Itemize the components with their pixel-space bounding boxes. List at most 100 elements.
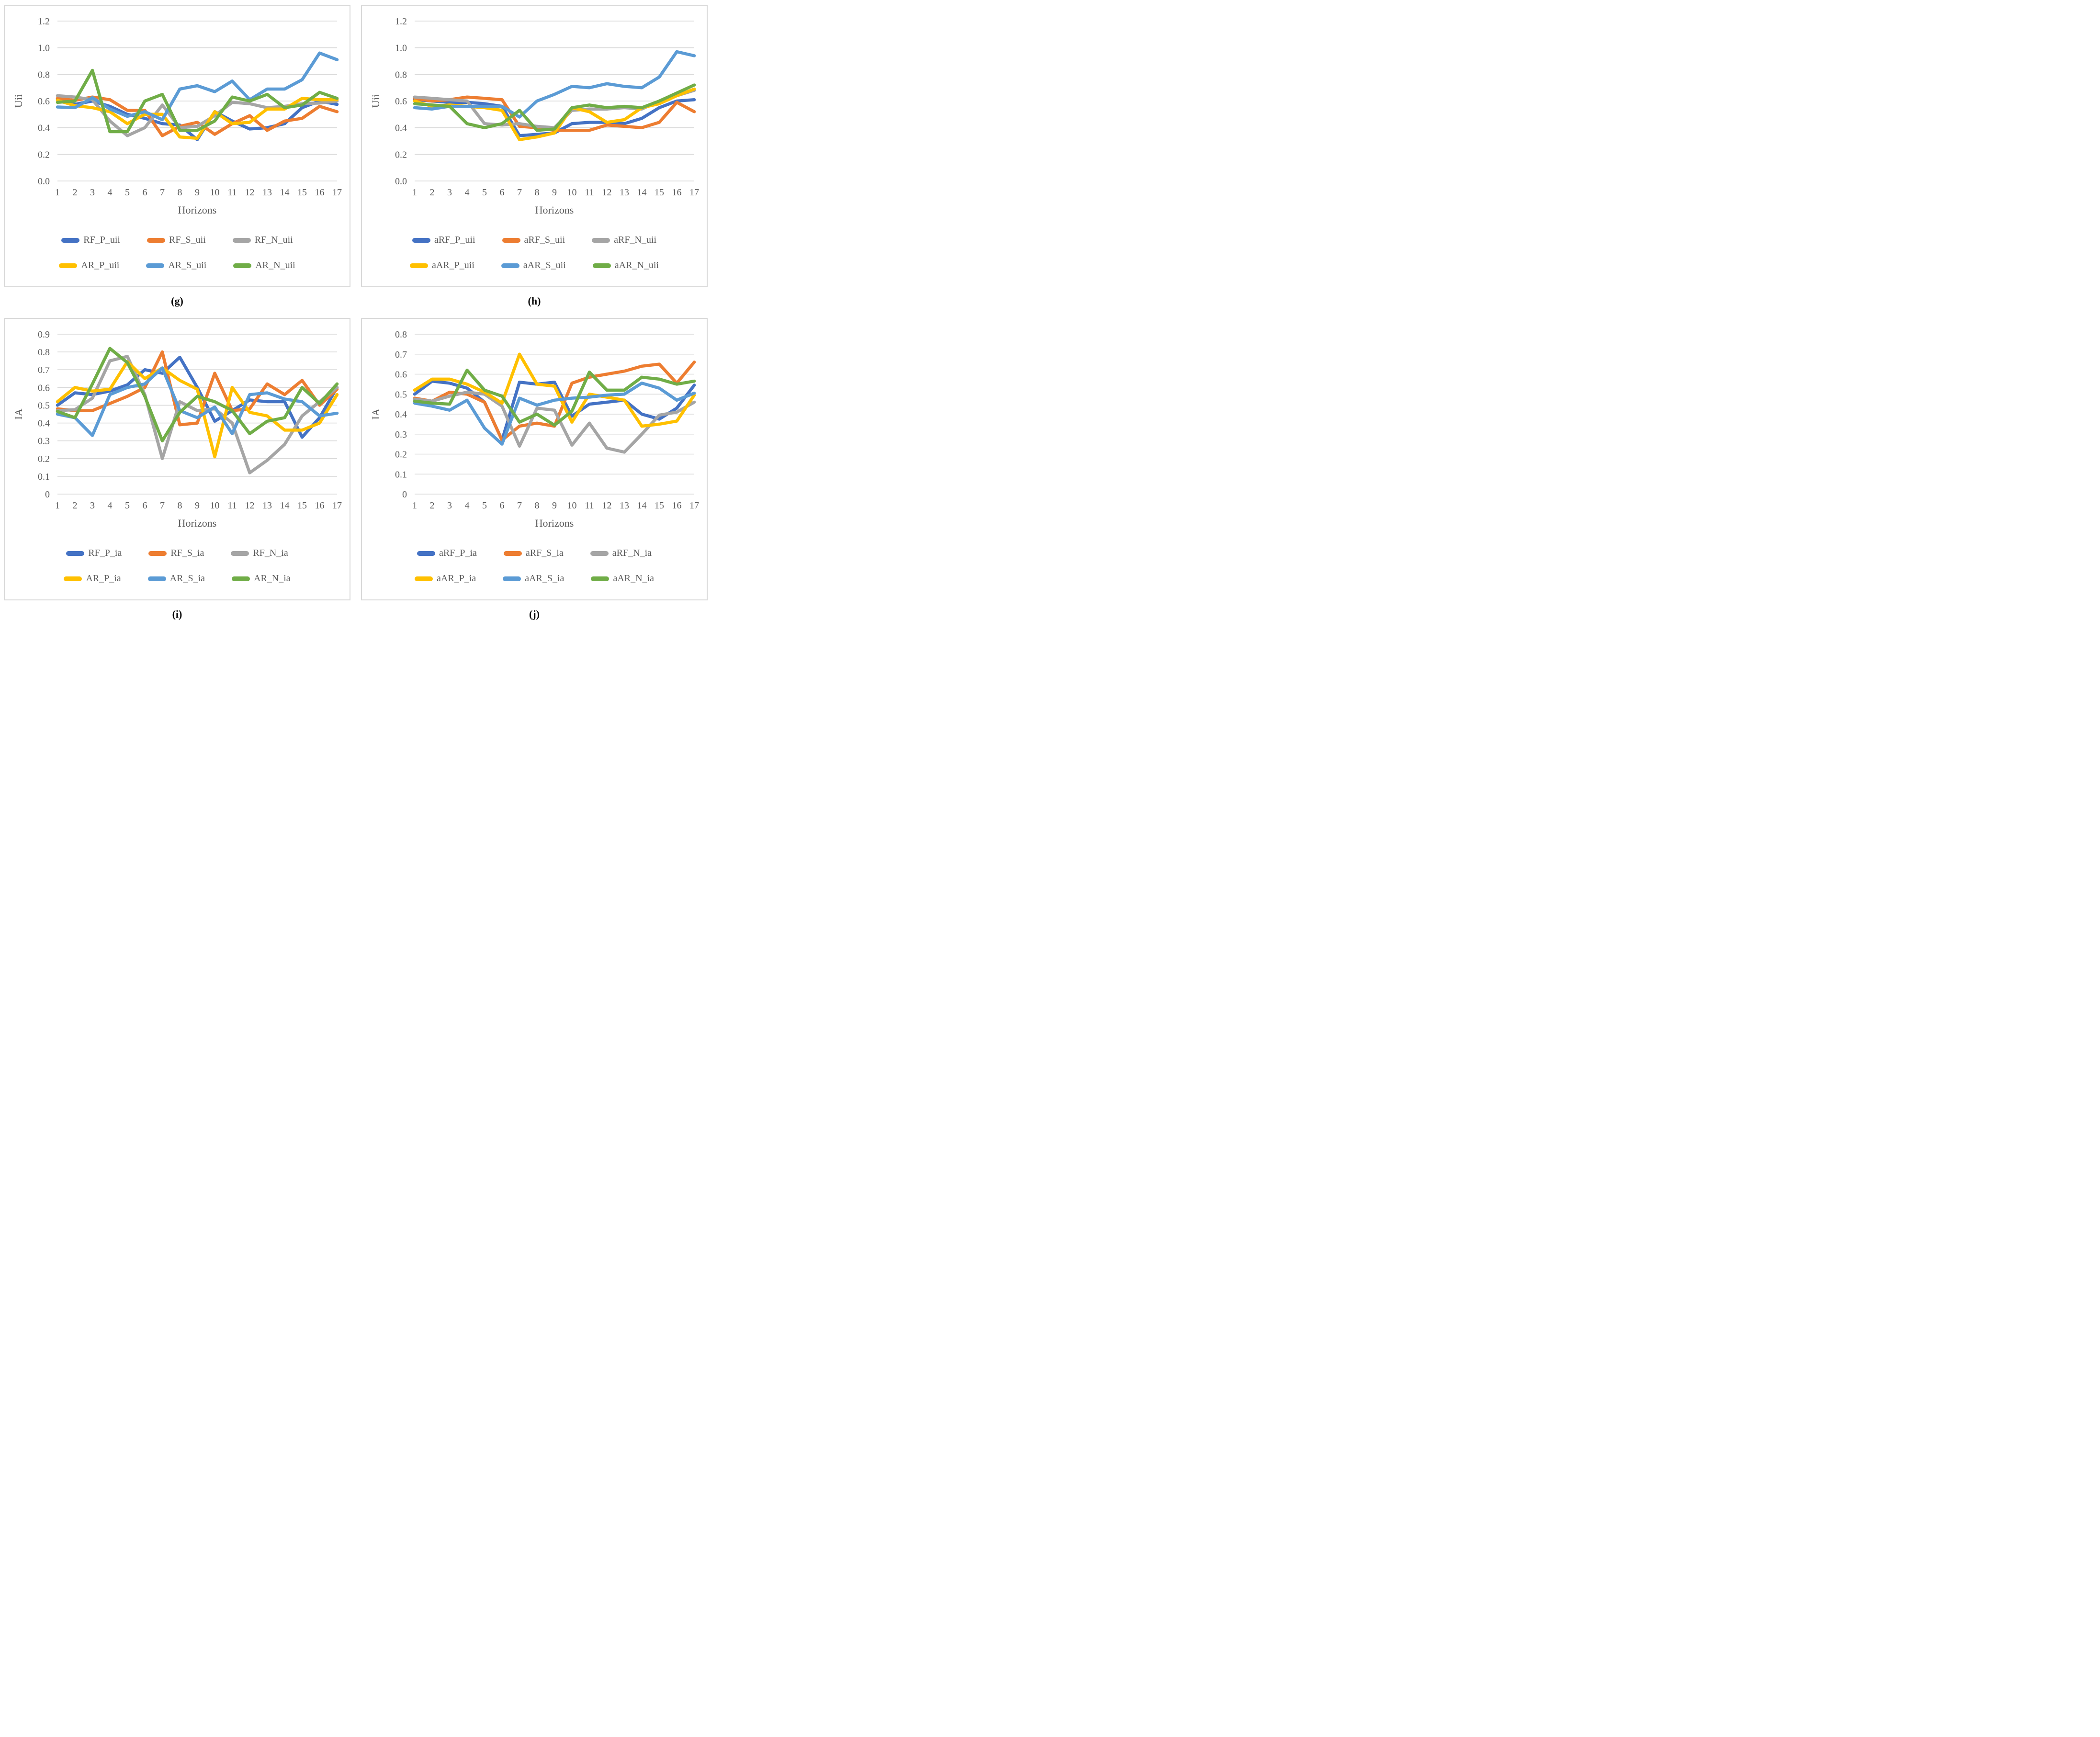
legend-swatch-icon: [148, 551, 167, 556]
legend-swatch-icon: [503, 576, 521, 581]
legend-label: aRF_N_ia: [612, 548, 652, 558]
legend-swatch-icon: [592, 237, 610, 243]
legend-swatch-icon: [503, 551, 522, 556]
legend-swatch-icon: [147, 237, 165, 243]
legend-item-RF_S_uii: RF_S_uii: [147, 235, 206, 246]
y-tick-label: 0.0: [395, 176, 407, 187]
x-tick-label: 10: [567, 187, 577, 198]
x-tick-label: 11: [585, 187, 594, 198]
y-tick-label: 0.1: [38, 472, 50, 482]
legend-row: aAR_P_uii aAR_S_uii aAR_N_uii: [409, 260, 659, 271]
x-tick-label: 4: [108, 187, 113, 198]
y-tick-label: 0.4: [38, 418, 50, 429]
legend-label: AR_N_ia: [254, 573, 291, 584]
x-tick-label: 10: [210, 500, 220, 511]
y-tick-label: 0.9: [38, 329, 50, 340]
y-tick-label: 0.2: [395, 450, 407, 460]
y-tick-label: 0.7: [38, 365, 50, 375]
legend-label: aRF_P_uii: [434, 235, 475, 245]
x-tick-label: 17: [689, 500, 699, 511]
x-tick-label: 7: [517, 187, 522, 198]
legend-h: aRF_P_uii aRF_S_uii aRF_N_uii aAR_P_uii aAR_…: [365, 235, 704, 271]
legend-j: aRF_P_ia aRF_S_ia aRF_N_ia aAR_P_ia aAR_S_ia…: [365, 548, 704, 584]
series-line-AR_S_ia: [56, 366, 339, 437]
legend-item-aRF_N_ia: aRF_N_ia: [590, 548, 652, 559]
y-tick-label: 0.6: [395, 96, 407, 107]
x-tick-label: 4: [465, 187, 470, 198]
x-tick-label: 8: [535, 500, 540, 511]
legend-label: RF_P_uii: [83, 235, 120, 245]
x-tick-label: 2: [73, 187, 78, 198]
y-tick-label: 0.8: [395, 69, 407, 80]
y-tick-label: 0.1: [395, 469, 407, 480]
legend-item-AR_P_uii: AR_P_uii: [59, 260, 119, 271]
y-tick-label: 1.2: [395, 16, 407, 27]
legend-row: RF_P_uii RF_S_uii RF_N_uii: [61, 235, 293, 246]
legend-row: AR_P_ia AR_S_ia AR_N_ia: [64, 573, 291, 584]
legend-label: RF_P_ia: [88, 548, 122, 558]
legend-g: RF_P_uii RF_S_uii RF_N_uii AR_P_uii AR_S_uii…: [8, 235, 347, 271]
x-tick-label: 16: [315, 187, 325, 198]
legend-label: AR_S_ia: [169, 573, 205, 584]
x-tick-label: 9: [195, 500, 200, 511]
legend-label: RF_S_uii: [169, 235, 206, 245]
x-tick-label: 12: [245, 500, 255, 511]
x-tick-label: 14: [637, 187, 647, 198]
legend-label: aAR_P_ia: [437, 573, 476, 584]
y-tick-label: 0: [402, 489, 407, 500]
x-tick-label: 8: [178, 187, 182, 198]
legend-item-RF_P_ia: RF_P_ia: [66, 548, 122, 559]
series-line-AR_N_ia: [56, 347, 339, 442]
x-tick-label: 2: [430, 187, 435, 198]
x-tick-label: 3: [90, 187, 95, 198]
x-tick-label: 2: [430, 500, 435, 511]
y-tick-label: 0.0: [38, 176, 50, 187]
legend-item-aRF_N_uii: aRF_N_uii: [592, 235, 656, 246]
y-axis-title: Uii: [12, 94, 24, 108]
chart-svg-g: 0.00.20.40.60.81.01.21 2 3 4 5 6 7 8 9 10 11 12 13 14…: [12, 16, 342, 216]
legend-item-aRF_S_ia: aRF_S_ia: [503, 548, 564, 559]
chart-j: 0 0.1 0.2 0.3 0.4 0.5 0.6 0.7 0.8 1 2 3 4 5 6 7 8 9 10 11 12…: [365, 326, 704, 535]
y-tick-label: 1.2: [38, 16, 50, 27]
legend-swatch-icon: [415, 576, 433, 581]
x-tick-label: 2: [73, 500, 78, 511]
chart-h: 0.0 0.2 0.4 0.6 0.8 1.0 1.2 1 2 3 4 5 6 7 8 9 10 11 12 13 14…: [365, 12, 704, 222]
x-tick-label: 3: [447, 500, 452, 511]
legend-swatch-icon: [412, 237, 430, 243]
y-tick-label: 0.6: [38, 96, 50, 107]
legend-label: AR_N_uii: [255, 260, 295, 271]
legend-label: RF_N_uii: [254, 235, 293, 245]
legend-swatch-icon: [409, 263, 428, 268]
x-tick-label: 17: [332, 500, 342, 511]
x-tick-label: 7: [517, 500, 522, 511]
legend-label: aRF_S_ia: [525, 548, 564, 558]
x-tick-label: 5: [125, 500, 130, 511]
x-tick-label: 6: [143, 187, 147, 198]
legend-item-RF_P_uii: RF_P_uii: [61, 235, 120, 246]
x-tick-label: 12: [602, 187, 612, 198]
chart-svg-i: 00.10.20.30.40.50.60.70.80.91 2 3 4 5 6 7 8 9 10 1…: [12, 329, 342, 529]
x-tick-label: 3: [447, 187, 452, 198]
x-tick-label: 8: [178, 500, 182, 511]
series-line-aAR_S_uii: [413, 50, 696, 119]
x-tick-label: 4: [108, 500, 113, 511]
x-tick-label: 8: [535, 187, 540, 198]
legend-item-aRF_S_uii: aRF_S_uii: [502, 235, 565, 246]
y-tick-label: 0.2: [395, 149, 407, 160]
legend-item-aAR_S_uii: aAR_S_uii: [501, 260, 566, 271]
x-tick-label: 17: [689, 187, 699, 198]
legend-swatch-icon: [590, 551, 609, 556]
x-tick-label: 7: [160, 500, 165, 511]
x-tick-label: 7: [160, 187, 165, 198]
legend-swatch-icon: [501, 263, 519, 268]
y-tick-label: 0.5: [38, 400, 50, 411]
y-tick-label: 0.3: [395, 429, 407, 440]
x-tick-label: 10: [210, 187, 220, 198]
x-tick-label: 5: [482, 187, 487, 198]
legend-item-AR_S_uii: AR_S_uii: [146, 260, 206, 271]
legend-label: aRF_P_ia: [439, 548, 477, 558]
legend-row: aRF_P_uii aRF_S_uii aRF_N_uii: [412, 235, 656, 246]
y-tick-label: 0.6: [395, 370, 407, 380]
x-tick-label: 15: [655, 500, 664, 511]
legend-item-aRF_P_ia: aRF_P_ia: [417, 548, 477, 559]
